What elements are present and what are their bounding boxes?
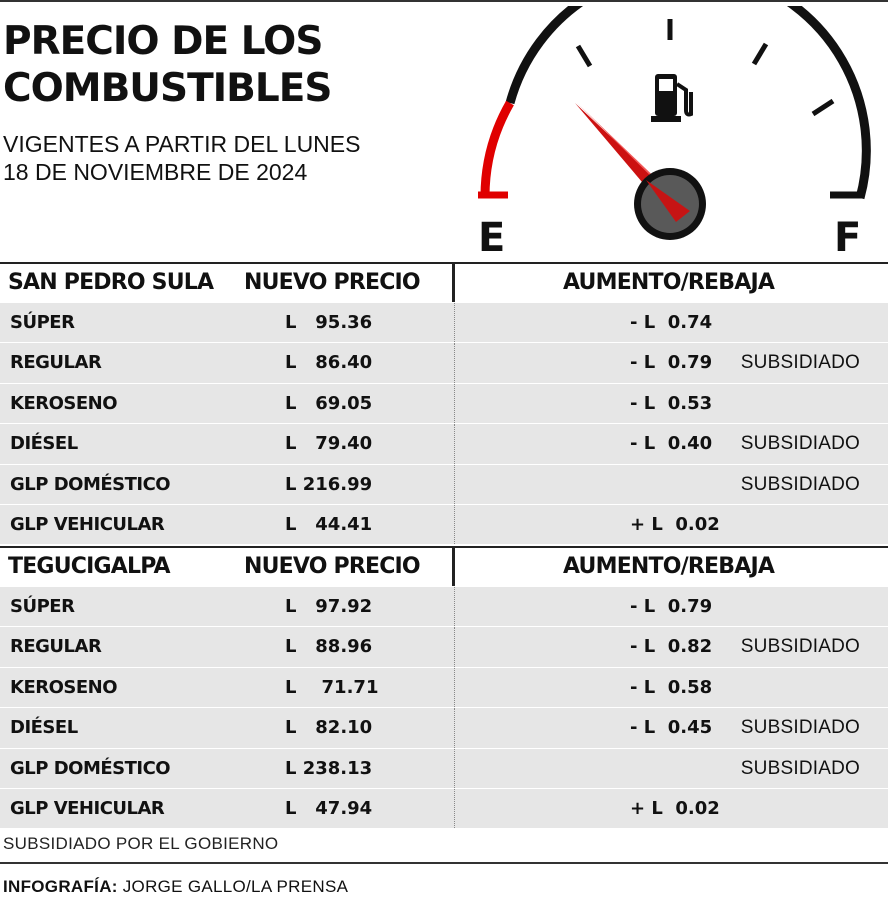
price-column-header: NUEVO PRECIO [244, 554, 421, 579]
fuel-price: L 79.40 [285, 433, 373, 455]
change-column-header: AUMENTO/REBAJA [563, 554, 775, 579]
fuel-price: L 47.94 [285, 797, 373, 819]
fuel-price: L 97.92 [285, 596, 373, 617]
price-change: - L 0.79 [630, 596, 713, 617]
title-line-1: PRECIO DE LOS [3, 19, 323, 64]
table-row: REGULAR L 88.96 - L 0.82 SUBSIDIADO [0, 626, 888, 668]
table-header: SAN PEDRO SULA NUEVO PRECIO AUMENTO/REBA… [0, 262, 888, 302]
table-row: SÚPER L 97.92 - L 0.79 [0, 586, 888, 627]
fuel-name: GLP DOMÉSTICO [10, 757, 171, 779]
table-row: GLP VEHICULAR L 47.94 + L 0.02 [0, 787, 888, 829]
price-table-tegucigalpa: TEGUCIGALPA NUEVO PRECIO AUMENTO/REBAJA … [0, 546, 888, 829]
top-rule [0, 0, 888, 2]
fuel-price: L 69.05 [285, 392, 373, 414]
fuel-pump-icon [651, 74, 693, 122]
fuel-price: L 95.36 [285, 312, 373, 333]
subsidy-note: SUBSIDIADO [740, 352, 860, 374]
credit-value: JORGE GALLO/LA PRENSA [117, 877, 349, 896]
city-header: TEGUCIGALPA [8, 554, 171, 579]
subtitle-line-1: VIGENTES A PARTIR DEL LUNES [3, 131, 361, 157]
subsidy-note: SUBSIDIADO [740, 473, 860, 495]
price-change: - L 0.45 [630, 717, 713, 739]
price-change: + L 0.02 [630, 513, 720, 535]
fuel-name: GLP VEHICULAR [10, 797, 165, 819]
price-table-san-pedro-sula: SAN PEDRO SULA NUEVO PRECIO AUMENTO/REBA… [0, 262, 888, 545]
fuel-name: KEROSENO [10, 392, 118, 414]
table-row: KEROSENO L 69.05 - L 0.53 [0, 382, 888, 424]
credit-label: INFOGRAFÍA: [3, 877, 118, 896]
footnote: SUBSIDIADO POR EL GOBIERNO [3, 834, 279, 853]
price-change: - L 0.79 [630, 352, 713, 374]
fuel-name: REGULAR [10, 636, 102, 658]
fuel-price: L 82.10 [285, 717, 373, 739]
gauge-tick [575, 44, 593, 68]
fuel-price: L 71.71 [285, 676, 379, 698]
gauge-tick [751, 42, 769, 66]
table-row: GLP DOMÉSTICO L 238.13 SUBSIDIADO [0, 747, 888, 789]
change-column-header: AUMENTO/REBAJA [563, 270, 775, 295]
price-change: - L 0.58 [630, 676, 713, 698]
fuel-price: L 86.40 [285, 352, 373, 374]
fuel-name: GLP DOMÉSTICO [10, 473, 171, 495]
price-change: + L 0.02 [630, 797, 720, 819]
credit-line: INFOGRAFÍA: JORGE GALLO/LA PRENSA [3, 877, 348, 897]
column-divider [452, 264, 455, 302]
fuel-name: GLP VEHICULAR [10, 513, 165, 535]
price-column-header: NUEVO PRECIO [244, 270, 421, 295]
price-change: - L 0.82 [630, 636, 713, 658]
fuel-name: SÚPER [10, 312, 75, 333]
gauge-tick [811, 98, 835, 117]
fuel-price: L 216.99 [285, 473, 373, 495]
price-change: - L 0.40 [630, 433, 713, 455]
subsidy-note: SUBSIDIADO [740, 717, 860, 739]
fuel-name: DIÉSEL [10, 433, 78, 455]
subsidy-note: SUBSIDIADO [740, 636, 860, 658]
title-line-2: COMBUSTIBLES [3, 66, 332, 111]
table-row: GLP VEHICULAR L 44.41 + L 0.02 [0, 503, 888, 545]
gauge-low-zone [480, 100, 514, 197]
gauge-empty-label: E [478, 215, 505, 261]
table-row: REGULAR L 86.40 - L 0.79 SUBSIDIADO [0, 342, 888, 384]
subtitle-line-2: 18 DE NOVIEMBRE DE 2024 [3, 159, 308, 185]
city-header: SAN PEDRO SULA [8, 270, 214, 295]
page-subtitle: VIGENTES A PARTIR DEL LUNES 18 DE NOVIEM… [3, 130, 360, 186]
page-title: PRECIO DE LOS COMBUSTIBLES [3, 18, 332, 112]
fuel-name: DIÉSEL [10, 717, 78, 739]
fuel-name: SÚPER [10, 596, 75, 617]
fuel-name: REGULAR [10, 352, 102, 374]
table-row: KEROSENO L 71.71 - L 0.58 [0, 666, 888, 708]
fuel-name: KEROSENO [10, 676, 118, 698]
subsidy-note: SUBSIDIADO [740, 757, 860, 779]
column-divider [452, 548, 455, 586]
table-header: TEGUCIGALPA NUEVO PRECIO AUMENTO/REBAJA [0, 546, 888, 586]
table-row: DIÉSEL L 79.40 - L 0.40 SUBSIDIADO [0, 423, 888, 464]
subsidy-note: SUBSIDIADO [740, 433, 860, 455]
price-change: - L 0.53 [630, 392, 713, 414]
fuel-price: L 44.41 [285, 513, 373, 535]
fuel-gauge-illustration: E F [478, 6, 871, 261]
table-row: GLP DOMÉSTICO L 216.99 SUBSIDIADO [0, 463, 888, 505]
gauge-arc [505, 6, 871, 200]
gauge-full-label: F [834, 215, 861, 261]
fuel-price: L 238.13 [285, 757, 373, 779]
table-row: DIÉSEL L 82.10 - L 0.45 SUBSIDIADO [0, 707, 888, 748]
table-row: SÚPER L 95.36 - L 0.74 [0, 302, 888, 343]
fuel-price: L 88.96 [285, 636, 373, 658]
price-change: - L 0.74 [630, 312, 713, 333]
bottom-rule [0, 862, 888, 864]
